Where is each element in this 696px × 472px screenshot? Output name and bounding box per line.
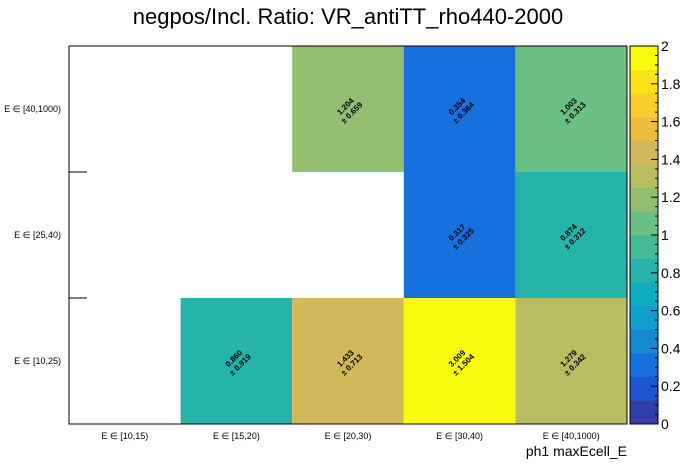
x-tick-label: E ∈ [20,30) [325,431,372,441]
palette-band [630,187,658,212]
palette-tick-label: 2 [661,38,669,54]
x-tick-label: E ∈ [10,15) [101,431,148,441]
heatmap-cell [515,46,627,172]
heatmap-cell [180,298,293,424]
palette-band [630,140,658,165]
palette-band [630,116,658,141]
y-axis-tick-labels: E ∈ [10,25) E ∈ [25,40) E ∈ [40,1000) [4,104,61,366]
palette-tick-label: 1.6 [661,114,681,130]
palette-tick-label: 0.8 [661,265,681,281]
heatmap-cell [403,172,516,298]
palette-tick-label: 1 [661,227,669,243]
x-tick-label: E ∈ [15,20) [213,431,260,441]
palette-band [630,353,658,378]
x-tick-label: E ∈ [40,1000) [543,431,600,441]
palette-band [630,211,658,236]
palette-band [630,93,658,118]
palette-band [630,69,658,94]
palette-band [630,305,658,330]
palette-band [630,46,658,70]
heatmap-cell [403,298,516,424]
y-tick-label: E ∈ [25,40) [14,230,61,240]
heatmap-cell [515,298,627,424]
palette-band [630,164,658,189]
chart-title: negpos/Incl. Ratio: VR_antiTT_rho440-200… [132,4,564,29]
x-tick-label: E ∈ [30,40) [436,431,483,441]
color-palette: 0 0.2 0.4 0.6 0.8 1 1.2 1.4 1.6 1.8 2 [629,38,681,432]
palette-band [630,400,658,425]
plot-frame [68,45,628,425]
heatmap-cell [403,46,516,172]
palette-tick-label: 1.8 [661,76,681,92]
palette-tick-label: 0.4 [661,340,681,356]
palette-band [630,258,658,283]
palette-band [630,282,658,307]
palette-band [630,329,658,354]
y-tick-label: E ∈ [10,25) [14,356,61,366]
palette-tick-label: 1.2 [661,189,681,205]
palette-tick-label: 1.4 [661,151,681,167]
x-axis-tick-labels: E ∈ [10,15) E ∈ [15,20) E ∈ [20,30) E ∈ [30… [101,431,599,441]
palette-tick-label: 0.6 [661,303,681,319]
y-tick-label: E ∈ [40,1000) [4,104,61,114]
palette-tick-label: 0.2 [661,378,681,394]
palette-band [630,376,658,401]
heatmap-cell [292,298,404,424]
heatmap-cell [292,46,404,172]
y-axis-ticks [69,171,87,299]
heatmap-cells: 0.860± 0.919 1.433± 0.713 3.009± 1.504 1.27… [180,46,627,424]
heatmap-cell [515,172,627,298]
palette-band [630,235,658,259]
x-axis-title: ph1 maxEcell_E [526,443,627,459]
palette-tick-label: 0 [661,416,669,432]
